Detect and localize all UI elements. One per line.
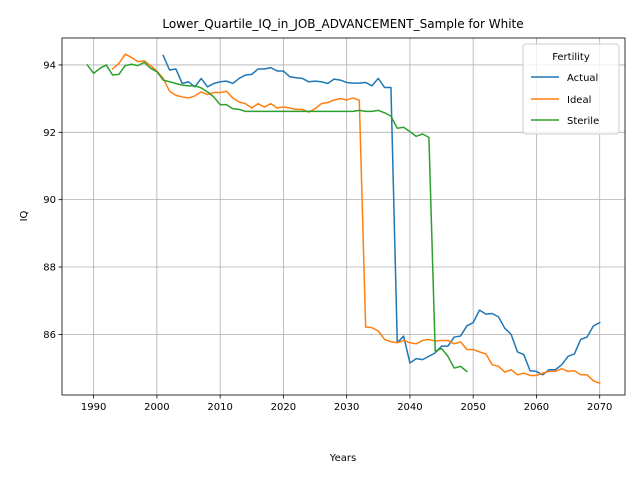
legend-title: Fertility bbox=[552, 52, 590, 63]
series-line-sterile bbox=[86, 61, 468, 373]
plot-frame bbox=[61, 37, 626, 396]
series-line-actual bbox=[162, 54, 601, 376]
y-axis-label: IQ bbox=[19, 210, 30, 221]
x-axis: 1990 2000 2010 2020 2030 2040 2050 2060 2070 bbox=[81, 395, 612, 413]
series-layer bbox=[86, 53, 601, 385]
legend: Fertility Actual Ideal Sterile bbox=[522, 43, 620, 135]
x-axis-label: Years bbox=[329, 453, 356, 464]
y-axis: 86 88 90 92 94 bbox=[43, 60, 62, 341]
x-tick-label: 2010 bbox=[207, 402, 232, 413]
y-tick-label: 94 bbox=[43, 60, 56, 71]
legend-label-actual: Actual bbox=[567, 73, 598, 84]
x-tick-label: 2020 bbox=[271, 402, 296, 413]
x-tick-label: 2030 bbox=[334, 402, 359, 413]
legend-label-sterile: Sterile bbox=[567, 116, 599, 127]
chart-title: Lower_Quartile_IQ_in_JOB_ADVANCEMENT_Sam… bbox=[162, 17, 523, 31]
x-tick-label: 2040 bbox=[397, 402, 422, 413]
x-tick-label: 2070 bbox=[587, 402, 612, 413]
y-tick-label: 86 bbox=[43, 330, 56, 341]
x-tick-label: 1990 bbox=[81, 402, 106, 413]
legend-box bbox=[522, 43, 620, 135]
x-tick-label: 2050 bbox=[460, 402, 485, 413]
series-line-ideal bbox=[111, 53, 601, 385]
x-tick-label: 2000 bbox=[144, 402, 169, 413]
y-tick-label: 92 bbox=[43, 128, 56, 139]
y-tick-label: 90 bbox=[43, 195, 56, 206]
legend-label-ideal: Ideal bbox=[567, 95, 591, 106]
x-tick-label: 2060 bbox=[524, 402, 549, 413]
y-tick-label: 88 bbox=[43, 263, 56, 274]
